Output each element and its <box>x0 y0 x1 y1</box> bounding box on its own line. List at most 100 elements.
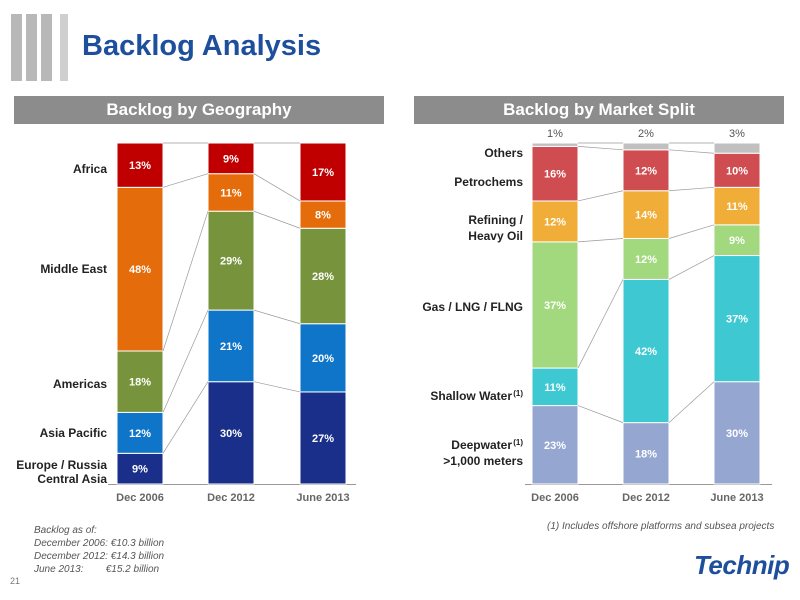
data-label: 27% <box>312 433 334 445</box>
connector-line <box>162 309 209 413</box>
connector-line <box>668 255 715 280</box>
bar-segment <box>299 200 347 229</box>
left-footnote: Backlog as of: December 2006: €10.3 bill… <box>34 524 164 576</box>
label-africa: Africa <box>73 162 107 176</box>
label-europe-line2: Central Asia <box>37 472 107 486</box>
footnote-line-3: December 2012: €14.3 billion <box>34 551 165 562</box>
bar-segment <box>207 210 255 311</box>
data-label: 12% <box>544 216 566 228</box>
connector-line <box>668 149 715 154</box>
bar-segment <box>622 149 670 192</box>
title-deco-bar-1 <box>11 14 22 81</box>
x-tick-label: Dec 2006 <box>531 492 579 504</box>
data-label: 9% <box>132 464 148 476</box>
bar-segment <box>116 350 164 413</box>
data-label: 29% <box>220 256 242 268</box>
data-label: 12% <box>129 428 151 440</box>
data-label: 3% <box>729 128 745 140</box>
connector-line <box>668 381 715 423</box>
data-label: 37% <box>726 314 748 326</box>
bar-segment <box>299 227 347 325</box>
label-shallow-sup: (1) <box>513 389 523 398</box>
bar-segment <box>299 323 347 393</box>
label-europe-line1: Europe / Russia <box>16 458 107 472</box>
data-label: 17% <box>312 167 334 179</box>
data-label: 11% <box>220 187 242 199</box>
data-label: 13% <box>129 160 151 172</box>
data-label: 18% <box>635 448 657 460</box>
title-deco-bar-2 <box>26 14 37 81</box>
footnote-line-2: December 2006: €10.3 billion <box>34 538 165 549</box>
geography-chart: 9% 12% 18% 48% 13% Dec 2006 30% 21% 29% 11% 9% Dec … <box>108 142 356 504</box>
label-deep-line1: Deepwater <box>451 438 512 452</box>
bar-segment <box>622 422 670 485</box>
bar-segment <box>116 452 164 485</box>
connector-line <box>577 238 624 243</box>
technip-logo: Technip <box>694 550 790 580</box>
label-deep-line2: >1,000 meters <box>443 454 523 468</box>
page-number: 21 <box>10 576 21 586</box>
data-label: 28% <box>312 271 334 283</box>
connector-line <box>253 173 301 202</box>
label-refining-line2: Heavy Oil <box>468 229 523 243</box>
data-label: 18% <box>129 377 151 389</box>
bar-segment <box>207 173 255 212</box>
data-label: 9% <box>223 153 239 165</box>
market-split-chart: 23% 11% 37% 12% 16% 1% Dec 2006 18% 42% 12% 14% 12%… <box>525 128 772 504</box>
x-tick-label: Dec 2006 <box>116 492 164 504</box>
bar-segment <box>713 186 761 226</box>
data-label: 37% <box>544 300 566 312</box>
label-gas: Gas / LNG / FLNG <box>422 300 523 314</box>
data-label: 14% <box>635 210 657 222</box>
title-deco-bar-4 <box>60 14 68 81</box>
data-label: 16% <box>544 169 566 181</box>
connector-line <box>253 309 301 325</box>
connector-line <box>162 381 209 454</box>
label-refining-line1: Refining / <box>468 213 523 227</box>
bar-segment <box>299 142 347 202</box>
bar-segment <box>622 190 670 239</box>
footnote-line-1: Backlog as of: <box>34 525 97 536</box>
bar-segment <box>713 142 761 154</box>
data-label: 9% <box>729 235 745 247</box>
data-label: 10% <box>726 165 748 177</box>
data-label: 23% <box>544 440 566 452</box>
label-others: Others <box>484 146 523 160</box>
bar-segment <box>207 142 255 175</box>
data-label: 42% <box>635 346 657 358</box>
page-title: Backlog Analysis <box>82 30 322 62</box>
data-label: 30% <box>726 428 748 440</box>
connector-line <box>577 146 624 151</box>
bar-segment <box>531 145 579 202</box>
x-tick-label: Dec 2012 <box>622 492 670 504</box>
bar-segment <box>531 142 579 147</box>
connector-line <box>577 405 624 423</box>
connector-line <box>162 211 209 352</box>
connector-line <box>577 190 624 202</box>
x-tick-label: June 2013 <box>710 492 763 504</box>
bar-segment <box>622 142 670 151</box>
right-panel-header: Backlog by Market Split <box>414 96 784 124</box>
footnote-line-4: June 2013: €15.2 billion <box>34 564 160 575</box>
data-label: 11% <box>544 382 566 394</box>
data-label: 11% <box>726 201 748 213</box>
data-label: 48% <box>129 264 151 276</box>
bar-segment <box>531 241 579 369</box>
bar-segment <box>713 255 761 383</box>
connector-line <box>668 224 715 239</box>
right-footnote: (1) Includes offshore platforms and subs… <box>547 521 775 532</box>
label-petrochems: Petrochems <box>454 175 523 189</box>
data-label: 12% <box>635 254 657 266</box>
bar-segment <box>116 186 164 352</box>
connector-line <box>253 210 301 229</box>
bar-segment <box>207 381 255 485</box>
title-deco-bar-3 <box>41 14 52 81</box>
data-label: 30% <box>220 428 242 440</box>
data-label: 12% <box>635 165 657 177</box>
bar-segment <box>299 391 347 485</box>
label-deep-sup: (1) <box>513 438 523 447</box>
bar-segment <box>622 237 670 280</box>
bar-segment <box>116 142 164 188</box>
label-americas: Americas <box>53 377 107 391</box>
